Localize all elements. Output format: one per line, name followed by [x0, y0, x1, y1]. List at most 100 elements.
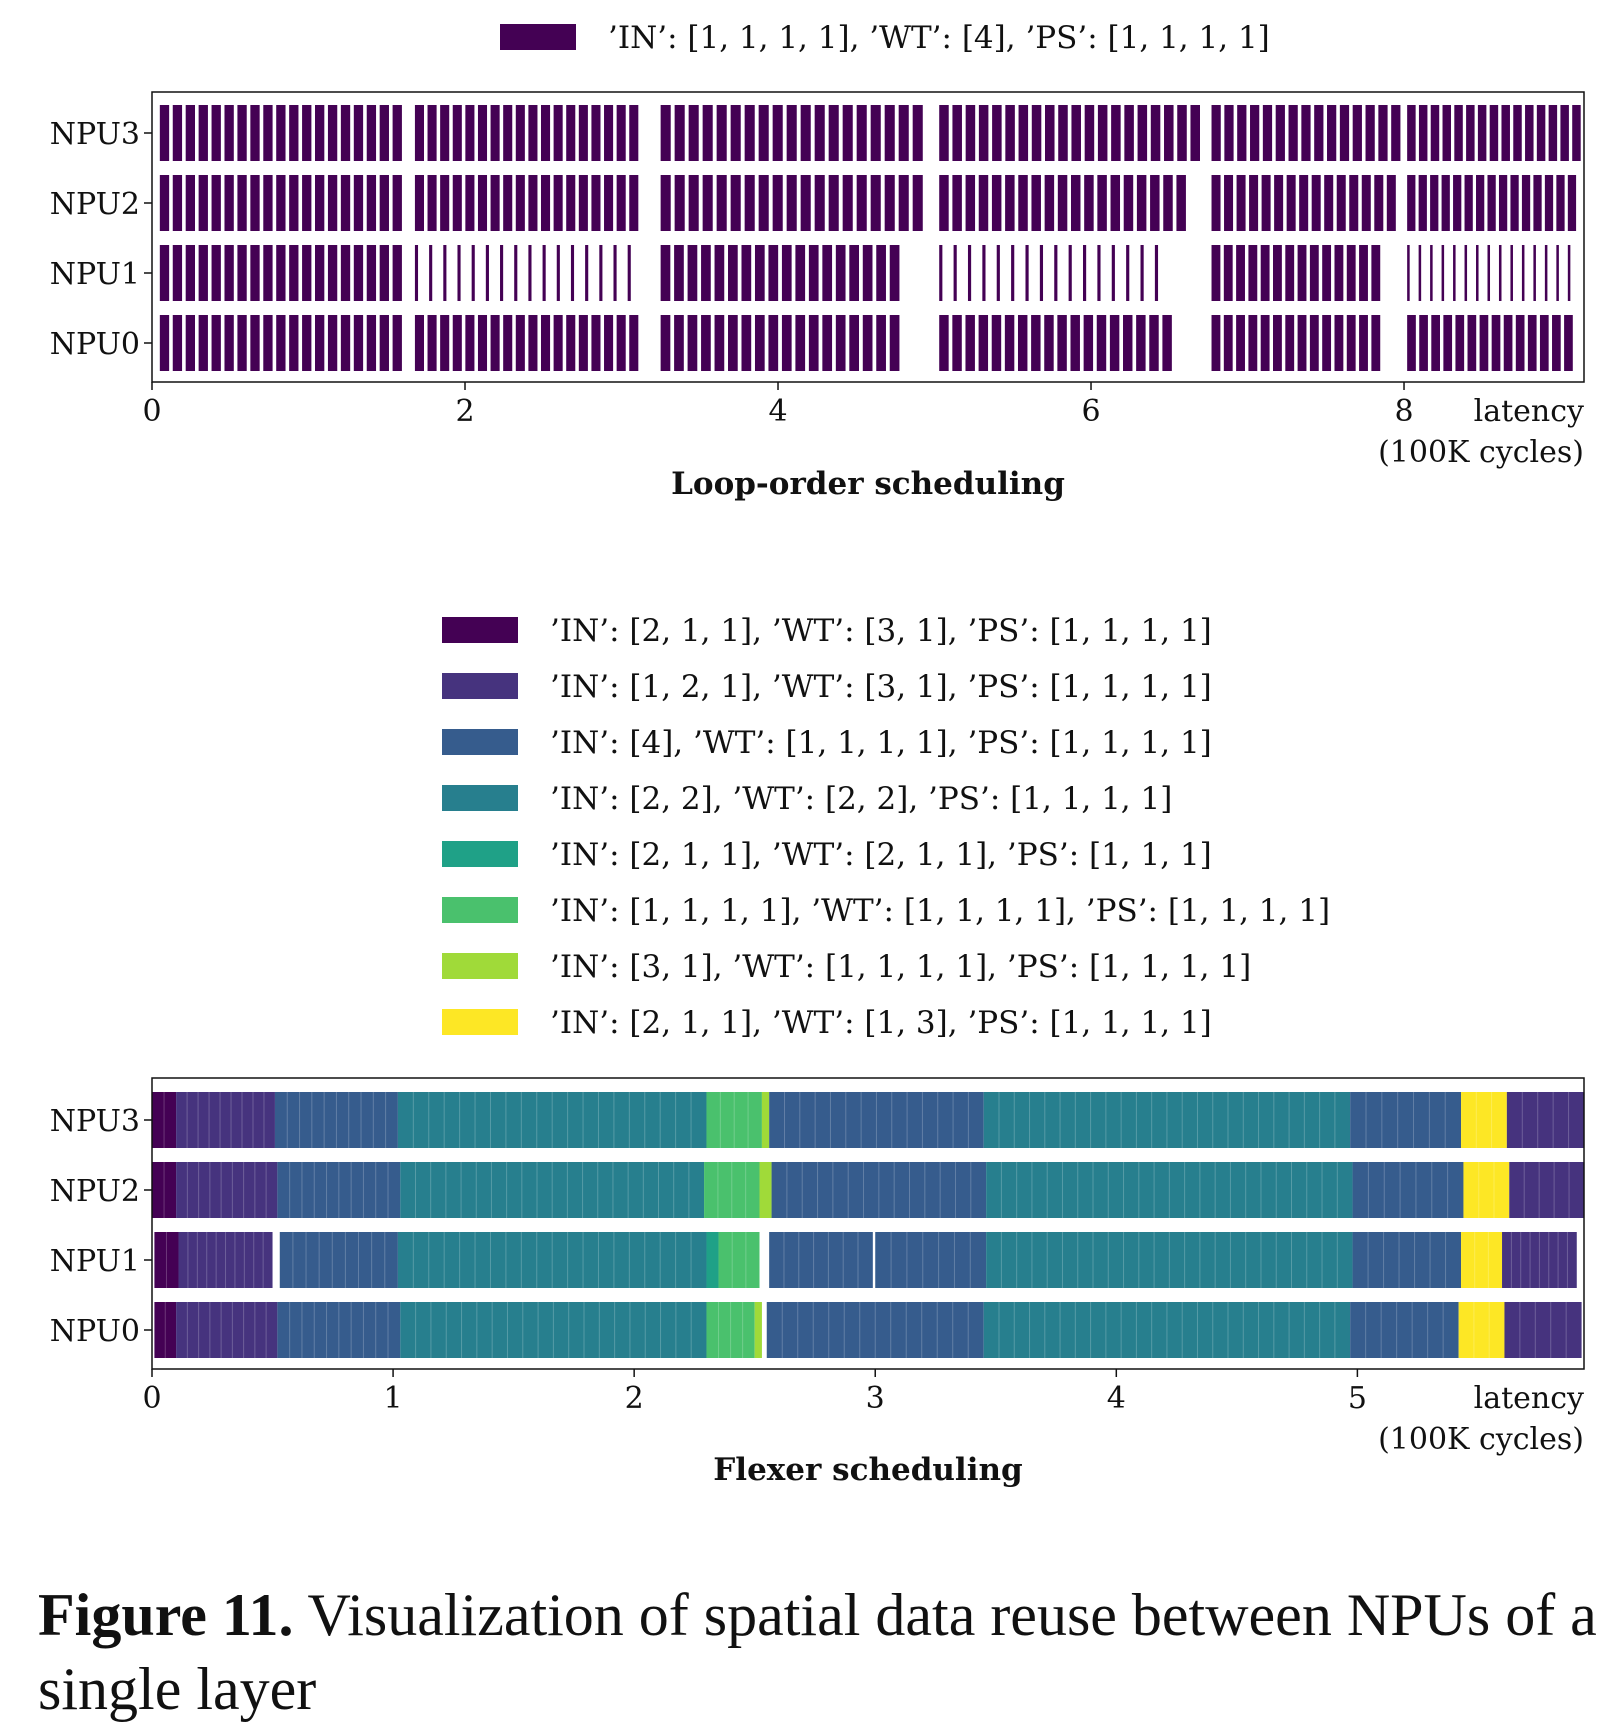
task-bar: [1441, 175, 1450, 231]
task-bar: [1378, 105, 1388, 161]
x-tick-label: 4: [768, 394, 787, 429]
task-bar: [528, 245, 532, 301]
task-bar: [277, 1302, 401, 1358]
task-bar: [1476, 245, 1479, 301]
task-bar: [176, 1302, 278, 1358]
task-bar: [822, 315, 833, 371]
x-tick-label: 2: [455, 394, 474, 429]
task-bar: [800, 105, 811, 161]
task-bar: [465, 175, 475, 231]
task-bar: [553, 105, 563, 161]
task-bar: [842, 175, 853, 231]
task-bar: [185, 245, 196, 301]
x-tick-label: 6: [1081, 394, 1100, 429]
task-bar: [327, 245, 338, 301]
task-bar: [1352, 1162, 1464, 1218]
legend-swatch: [442, 953, 518, 979]
task-bar: [172, 245, 183, 301]
legend-swatch: [442, 841, 518, 867]
task-bar: [965, 175, 976, 231]
task-bar: [1123, 175, 1134, 231]
task-bar: [1386, 175, 1396, 231]
x-tick-label: 3: [866, 1381, 885, 1416]
task-bar: [427, 175, 437, 231]
task-bar: [1288, 105, 1298, 161]
legend-swatch: [442, 673, 518, 699]
legend-swatch: [442, 785, 518, 811]
task-bar: [591, 105, 601, 161]
task-bar: [198, 175, 208, 231]
task-bar: [503, 105, 513, 161]
task-bar: [1176, 175, 1186, 231]
task-bar: [1005, 105, 1015, 161]
task-bar: [1418, 175, 1427, 231]
task-bar: [185, 105, 196, 161]
task-bar: [688, 105, 699, 161]
task-bar: [759, 1162, 772, 1218]
task-bar: [967, 245, 972, 301]
task-bar: [870, 175, 881, 231]
task-bar: [1018, 105, 1029, 161]
task-bar: [274, 1092, 398, 1148]
task-bar: [250, 175, 260, 231]
task-bar: [856, 105, 867, 161]
x-axis-unit: (100K cycles): [1378, 435, 1584, 470]
task-bar: [1464, 175, 1473, 231]
task-bar: [1564, 315, 1573, 371]
task-bar: [379, 105, 389, 161]
task-bar: [1297, 315, 1307, 371]
task-bar: [1327, 105, 1337, 161]
legend-label: ’IN’: [2, 1, 1], ’WT’: [2, 1, 1], ’PS’: …: [550, 837, 1212, 873]
task-bar: [965, 315, 975, 371]
task-bar: [822, 245, 833, 301]
task-bar: [1057, 315, 1067, 371]
y-tick-label: NPU0: [50, 327, 140, 362]
task-bar: [211, 105, 221, 161]
task-bar: [1407, 105, 1416, 161]
task-bar: [1223, 245, 1233, 301]
task-bar: [503, 315, 513, 371]
task-bar: [660, 175, 671, 231]
task-bar: [172, 315, 183, 371]
task-bar: [1487, 175, 1496, 231]
task-bar: [1084, 105, 1095, 161]
task-bar: [1498, 245, 1502, 301]
legend-label: ’IN’: [4], ’WT’: [1, 1, 1, 1], ’PS’: [1,…: [550, 725, 1212, 761]
task-bar: [315, 105, 325, 161]
task-bar: [730, 175, 741, 231]
legend-label: ’IN’: [2, 1, 1], ’WT’: [1, 3], ’PS’: [1,…: [550, 1005, 1212, 1041]
task-bar: [427, 315, 437, 371]
x-tick-label: 0: [142, 1381, 161, 1416]
task-bar: [1261, 175, 1271, 231]
task-bar: [452, 315, 462, 371]
task-bar: [1250, 105, 1260, 161]
task-bar: [154, 1232, 179, 1288]
task-bar: [263, 105, 273, 161]
task-bar: [884, 105, 895, 161]
task-bar: [1509, 1162, 1584, 1218]
task-bar: [366, 245, 377, 301]
task-bar: [1031, 105, 1042, 161]
x-tick-label: 8: [1394, 394, 1413, 429]
task-bar: [1419, 315, 1428, 371]
task-bar: [952, 175, 962, 231]
task-bar: [1011, 245, 1015, 301]
task-bar: [1567, 245, 1571, 301]
task-bar: [604, 105, 614, 161]
task-bar: [1126, 245, 1130, 301]
task-bar: [616, 105, 626, 161]
task-bar: [540, 175, 551, 231]
task-bar: [315, 175, 325, 231]
task-bar: [250, 245, 260, 301]
task-bar: [585, 245, 589, 301]
task-bar: [1407, 245, 1410, 301]
task-bar: [528, 105, 538, 161]
task-bar: [771, 1162, 987, 1218]
x-tick-label: 1: [384, 1381, 403, 1416]
task-bar: [1371, 315, 1381, 371]
task-bar: [1004, 315, 1015, 371]
task-bar: [1350, 1302, 1459, 1358]
task-bar: [276, 315, 286, 371]
task-bar: [566, 315, 576, 371]
task-bar: [198, 105, 208, 161]
